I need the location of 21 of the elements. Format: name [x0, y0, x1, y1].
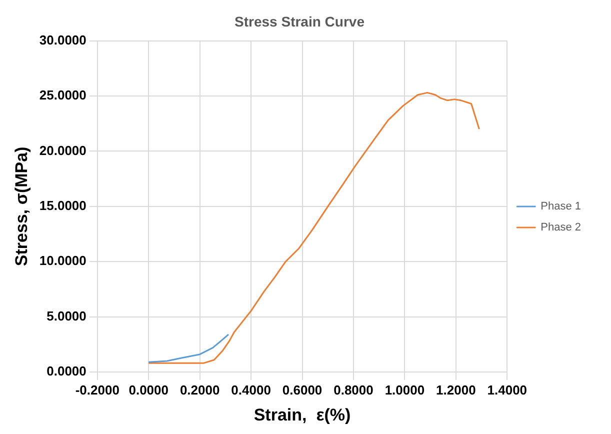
x-tick-label: 0.2000	[180, 382, 220, 398]
y-tick-label: 10.0000	[39, 253, 86, 268]
y-tick-label: 20.0000	[39, 142, 86, 158]
x-tick-label: 0.4000	[231, 382, 271, 398]
x-tick-label: 1.0000	[384, 382, 425, 398]
legend-label: Phase 2	[540, 222, 582, 234]
x-axis-title: Strain, ε(%)	[254, 405, 351, 424]
x-tick-label: 1.2000	[436, 382, 476, 398]
y-tick-label: 15.0000	[39, 198, 86, 213]
x-tick-label: 0.6000	[282, 382, 322, 398]
chart-title: Stress Strain Curve	[234, 13, 365, 30]
y-tick-label: 25.0000	[39, 88, 86, 103]
legend-label: Phase 1	[540, 200, 582, 213]
x-tick-label: -0.2000	[75, 382, 120, 398]
x-tick-label: 0.8000	[334, 382, 374, 398]
x-tick-label: 0.0000	[128, 382, 168, 398]
y-axis-title: Stress, σ(MPa)	[12, 146, 31, 266]
y-tick-label: 0.0000	[46, 364, 86, 379]
y-tick-label: 5.0000	[46, 308, 86, 324]
y-tick-label: 30.0000	[39, 32, 86, 48]
x-tick-label: 1.4000	[487, 382, 528, 398]
